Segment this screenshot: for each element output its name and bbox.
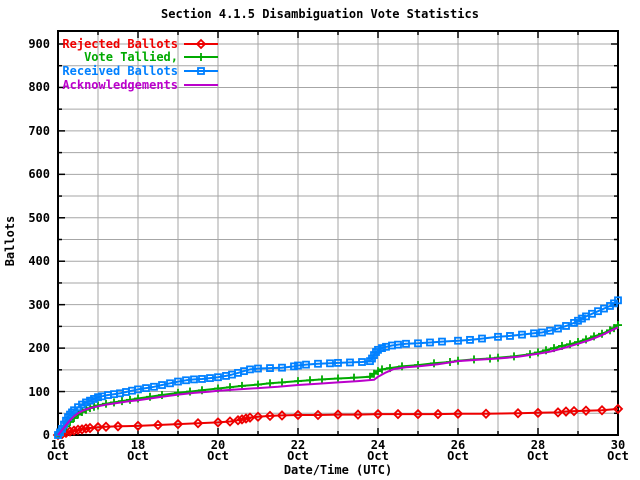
y-tick-label: 400 — [28, 254, 50, 269]
x-tick-label: 28 Oct — [527, 438, 549, 463]
x-tick-label: 24 Oct — [367, 438, 389, 463]
legend-label: Received Ballots — [62, 63, 178, 78]
x-tick-label: 18 Oct — [127, 438, 149, 463]
y-tick-label: 800 — [28, 80, 50, 95]
legend-item-rejected-ballots: Rejected Ballots — [58, 37, 220, 51]
y-tick-label: 900 — [28, 37, 50, 51]
legend-item-received-ballots: Received Ballots — [58, 64, 220, 78]
legend-line-sample-icon — [184, 83, 218, 86]
y-tick-label: 700 — [28, 123, 50, 138]
y-tick-label: 100 — [28, 384, 50, 399]
x-tick-label: 16 Oct — [47, 438, 69, 463]
legend-item-vote-tallied: Vote Tallied, — [58, 50, 220, 65]
y-tick-label: 200 — [28, 341, 50, 356]
legend-label: Acknowledgements — [62, 77, 178, 92]
legend-line-sample-icon — [184, 53, 218, 62]
chart-title: Section 4.1.5 Disambiguation Vote Statis… — [161, 7, 479, 21]
x-tick-label: 22 Oct — [287, 438, 309, 463]
legend: Rejected Ballots Vote Tallied, Received … — [58, 37, 220, 92]
y-tick-label: 600 — [28, 167, 50, 182]
y-tick-label: 0 — [42, 428, 50, 442]
legend-item-acknowledgements: Acknowledgements — [58, 78, 220, 92]
x-axis-title: Date/Time (UTC) — [283, 463, 393, 477]
legend-label: Rejected Ballots — [62, 36, 178, 51]
legend-line-sample-icon — [184, 67, 218, 75]
y-tick-label: 300 — [28, 297, 50, 312]
x-tick-label: 20 Oct — [207, 438, 229, 463]
x-tick-label: 30 Oct — [607, 438, 629, 463]
y-tick-label: 500 — [28, 210, 50, 225]
legend-label: Vote Tallied, — [84, 50, 178, 65]
legend-line-sample-icon — [184, 38, 218, 50]
x-tick-label: 26 Oct — [447, 438, 469, 463]
